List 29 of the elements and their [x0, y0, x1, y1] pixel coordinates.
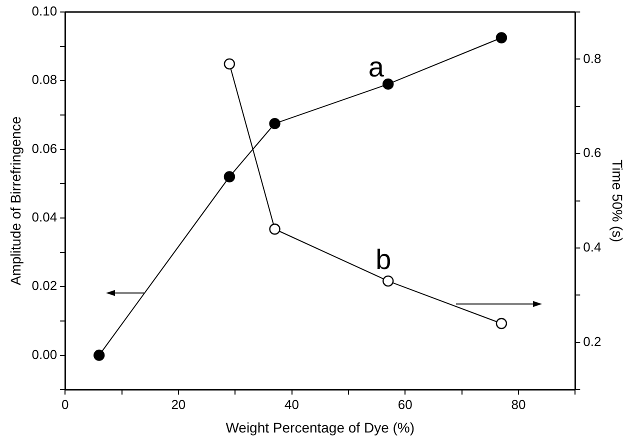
point — [496, 318, 508, 330]
y2-tick-label: 0.8 — [583, 50, 602, 66]
point — [496, 32, 508, 44]
x-tick-label: 40 — [284, 396, 300, 412]
y-tick-label: 0.10 — [32, 4, 58, 19]
annotation: b — [376, 244, 392, 275]
x-tick-label: 60 — [398, 396, 412, 412]
y-tick-label: 0.02 — [32, 278, 58, 294]
point — [224, 171, 236, 182]
x-tick-label: 0 — [61, 396, 69, 412]
y-axis-title: Amplitude of Birrefringence — [7, 116, 24, 286]
x-tick-label: 80 — [511, 396, 526, 412]
point — [382, 275, 394, 287]
y2-axis-title: Time 50% (s) — [610, 159, 626, 242]
point — [94, 350, 105, 361]
y-tick-label: 0.04 — [32, 210, 58, 225]
x-axis-title: Weight Percentage of Dye (%) — [226, 419, 415, 436]
point — [269, 118, 280, 130]
annotation: a — [368, 51, 384, 82]
x-tick-label: 20 — [171, 396, 186, 412]
y2-tick-label: 0.6 — [583, 145, 602, 160]
y2-tick-label: 0.4 — [583, 240, 602, 255]
y-tick-label: 0.00 — [32, 346, 58, 362]
y-tick-label: 0.06 — [32, 140, 58, 156]
point — [224, 58, 236, 70]
point — [382, 78, 394, 90]
point — [269, 224, 280, 235]
y-tick-label: 0.08 — [32, 72, 58, 88]
y2-tick-label: 0.2 — [583, 334, 602, 349]
